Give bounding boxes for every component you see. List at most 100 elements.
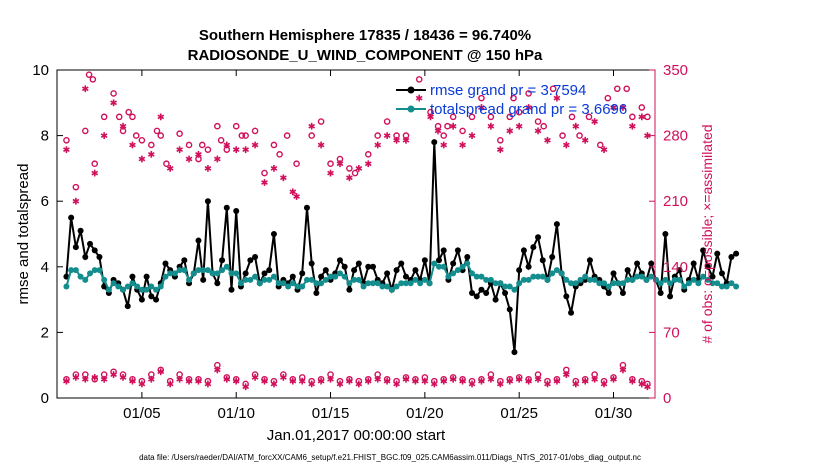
x-tick-label: 01/30: [595, 405, 633, 422]
totalspread-point: [667, 280, 674, 287]
obs-assimilated-point: [63, 146, 70, 154]
obs-possible-point: [449, 113, 457, 121]
obs-possible-point: [270, 141, 278, 149]
totalspread-point: [322, 276, 329, 283]
plot-area: [56, 69, 656, 399]
obs-possible-point: [549, 85, 557, 93]
totalspread-point: [601, 280, 608, 287]
totalspread-point: [341, 273, 348, 280]
totalspread-point: [308, 276, 315, 283]
obs-possible-point: [629, 113, 636, 121]
totalspread-point: [332, 273, 339, 280]
obs-assimilated-point: [506, 127, 514, 135]
totalspread-point: [214, 270, 221, 277]
obs-assimilated-point: [562, 371, 570, 378]
totalspread-point: [242, 276, 249, 283]
totalspread-point: [138, 286, 145, 293]
legend-marker: [407, 105, 415, 113]
totalspread-point: [346, 280, 353, 287]
obs-assimilated-point: [166, 165, 174, 172]
obs-assimilated-point: [317, 377, 325, 385]
rmse-point: [619, 290, 626, 297]
obs-assimilated-point: [644, 132, 651, 139]
rmse-point: [610, 270, 617, 277]
rmse-point: [431, 139, 438, 146]
rmse-point: [483, 290, 490, 297]
totalspread-point: [728, 280, 735, 287]
obs-assimilated-point: [506, 377, 514, 385]
totalspread-point: [303, 276, 310, 283]
totalspread-point: [261, 276, 268, 283]
obs-possible-point: [534, 118, 542, 125]
totalspread-point: [91, 267, 98, 274]
obs-assimilated-point: [317, 141, 325, 149]
totalspread-point: [506, 283, 513, 290]
rmse-point: [667, 293, 674, 300]
x-tick-label: 01/05: [123, 405, 161, 422]
obs-possible-point: [497, 136, 504, 144]
totalspread-point: [233, 270, 240, 277]
totalspread-point: [336, 270, 343, 277]
rmse-line: [65, 142, 737, 353]
totalspread-point: [402, 280, 409, 287]
obs-assimilated-point: [610, 104, 617, 111]
obs-assimilated-point: [91, 169, 99, 177]
totalspread-point: [714, 280, 721, 287]
obs-assimilated-point: [204, 165, 212, 172]
totalspread-point: [110, 280, 117, 287]
obs-possible-point: [327, 160, 334, 168]
y-tick-label: 4: [41, 259, 49, 276]
totalspread-point: [252, 273, 259, 280]
rmse-point: [153, 296, 160, 303]
rmse-point: [365, 263, 372, 270]
obs-possible-point: [125, 108, 132, 116]
totalspread-point: [591, 276, 598, 283]
obs-possible-point: [85, 71, 93, 78]
totalspread-point: [280, 280, 287, 287]
rmse-point: [398, 260, 405, 267]
title-line-1: Southern Hemisphere 17835 / 18436 = 96.7…: [199, 27, 531, 44]
totalspread-point: [450, 270, 457, 277]
rmse-point: [440, 247, 447, 254]
totalspread-point: [247, 276, 254, 283]
totalspread-point: [544, 276, 551, 283]
totalspread-point: [436, 263, 443, 270]
obs-assimilated-point: [427, 113, 434, 121]
totalspread-point: [181, 267, 188, 274]
rmse-point: [266, 267, 273, 274]
obs-possible-point: [540, 122, 548, 130]
obs-assimilated-point: [119, 373, 127, 381]
obs-assimilated-point: [232, 377, 240, 385]
totalspread-point: [285, 283, 292, 290]
x-axis-label: Jan.01,2017 00:00:00 start: [267, 427, 446, 444]
obs-assimilated-point: [402, 375, 410, 383]
totalspread-point: [195, 267, 202, 274]
totalspread-point: [72, 267, 79, 274]
obs-assimilated-point: [176, 146, 183, 154]
obs-possible-point: [251, 127, 259, 135]
chart-title: Southern Hemisphere 17835 / 18436 = 96.7…: [188, 27, 543, 64]
obs-assimilated-point: [434, 127, 442, 135]
obs-assimilated-point: [251, 141, 259, 149]
y-axis-right-label: # of obs: o=possible; ×=assimilated: [699, 124, 715, 343]
obs-assimilated-point: [72, 373, 80, 381]
totalspread-point: [648, 273, 655, 280]
totalspread-point: [379, 283, 386, 290]
obs-assimilated-point: [374, 141, 382, 149]
totalspread-point: [120, 286, 127, 293]
totalspread-point: [115, 283, 122, 290]
totalspread-point: [478, 273, 485, 280]
totalspread-point: [671, 276, 678, 283]
rmse-point: [568, 309, 575, 316]
totalspread-point: [417, 280, 424, 287]
obs-possible-point: [568, 113, 576, 121]
obs-assimilated-point: [610, 375, 617, 383]
rmse-point: [402, 273, 409, 280]
obs-possible-point: [638, 104, 646, 111]
totalspread-point: [690, 276, 697, 283]
totalspread-point: [502, 283, 509, 290]
obs-assimilated-point: [459, 141, 466, 149]
totalspread-point: [256, 280, 263, 287]
obs-possible-point: [176, 130, 183, 138]
obs-possible-point: [138, 136, 146, 144]
